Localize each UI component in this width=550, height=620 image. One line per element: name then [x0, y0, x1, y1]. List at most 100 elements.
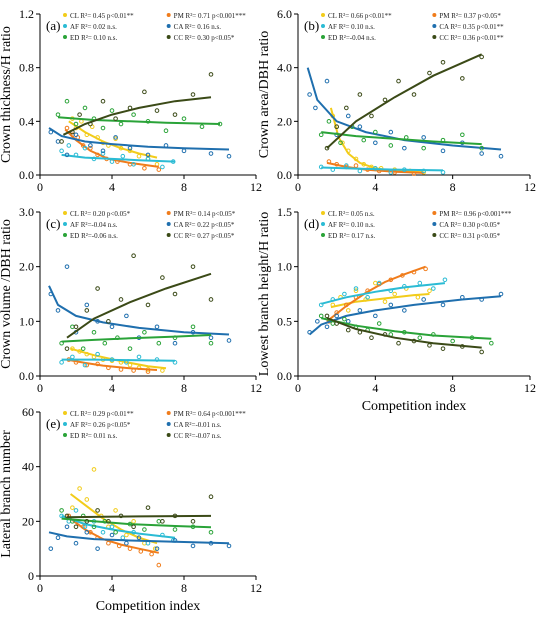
- legend-entry: PM R²= 0.37 p<0.05*: [439, 12, 501, 20]
- series-AF: [59, 143, 176, 170]
- legend-marker: [432, 35, 437, 39]
- data-point: [66, 143, 72, 148]
- series-PM: [66, 513, 162, 568]
- x-tick-label: 12: [524, 180, 536, 194]
- data-point: [154, 324, 160, 330]
- data-point: [55, 139, 61, 144]
- data-point: [156, 562, 162, 568]
- panel-3: 0 4 8 12 0.0 0.5 1.0 1.5 Lowest branch height/H …: [257, 205, 536, 414]
- data-point: [118, 297, 124, 302]
- data-point: [442, 277, 448, 283]
- data-point: [479, 151, 484, 156]
- x-tick-label: 12: [250, 581, 262, 595]
- data-point: [124, 540, 129, 546]
- data-point: [345, 327, 351, 333]
- data-point: [59, 148, 64, 154]
- fit-curve: [326, 317, 482, 349]
- data-point: [388, 170, 394, 175]
- fit-curve: [61, 517, 212, 529]
- legend-entry: ED R²= 0.10 n.s.: [70, 34, 118, 42]
- y-tick-label: 0: [28, 569, 34, 583]
- legend-marker: [321, 211, 325, 215]
- data-point: [156, 167, 162, 172]
- data-point: [345, 308, 351, 313]
- data-point: [100, 529, 106, 535]
- series-AF: [59, 351, 178, 368]
- data-point: [84, 519, 90, 524]
- y-tick-label: 0.5: [277, 314, 292, 328]
- data-point: [479, 349, 484, 355]
- data-point: [417, 335, 423, 341]
- data-point: [91, 467, 97, 472]
- data-point: [154, 546, 160, 551]
- data-point: [313, 105, 318, 111]
- legend-marker: [166, 233, 171, 237]
- data-point: [109, 532, 115, 538]
- data-point: [152, 546, 158, 551]
- data-point: [172, 112, 178, 117]
- x-axis-label: Competition index: [96, 599, 201, 614]
- data-point: [73, 508, 79, 513]
- data-point: [109, 524, 115, 530]
- x-tick-label: 0: [295, 381, 301, 395]
- fit-curve: [61, 358, 176, 362]
- data-point: [88, 143, 93, 148]
- data-point: [172, 527, 178, 532]
- data-point: [357, 92, 363, 97]
- data-point: [208, 151, 214, 156]
- data-point: [324, 313, 330, 319]
- data-point: [82, 362, 88, 368]
- data-point: [55, 535, 61, 541]
- panel-4: 0 4 8 12 0 20 40 60 Lateral branch number Competi…: [0, 405, 262, 614]
- legend-entry: CL R²= 0.66 p<0.01**: [328, 12, 392, 20]
- data-point: [376, 280, 382, 286]
- data-point: [190, 543, 196, 549]
- data-point: [131, 519, 136, 524]
- y-tick-label: 40: [22, 460, 34, 474]
- data-point: [142, 165, 147, 171]
- series-ED: [55, 98, 223, 134]
- data-point: [421, 297, 426, 302]
- data-point: [498, 153, 504, 159]
- data-point: [154, 108, 160, 113]
- data-point: [160, 368, 165, 373]
- data-point: [190, 92, 196, 97]
- legend-marker: [166, 13, 171, 17]
- data-point: [342, 291, 347, 297]
- legend-entry: CL R²= 0.45 p<0.01**: [70, 12, 134, 20]
- data-point: [411, 92, 417, 97]
- data-point: [59, 360, 64, 365]
- legend-entry: ED R²=-0.06 n.s.: [70, 232, 118, 240]
- data-point: [77, 486, 82, 491]
- data-point: [376, 321, 382, 326]
- data-point: [113, 135, 118, 140]
- data-point: [388, 302, 394, 308]
- data-point: [100, 148, 106, 154]
- fit-curve: [326, 53, 483, 149]
- fit-curve: [70, 347, 167, 370]
- legend-marker: [432, 211, 437, 215]
- fit-curve: [66, 515, 160, 554]
- data-point: [402, 308, 407, 313]
- data-point: [373, 140, 378, 146]
- data-point: [226, 153, 232, 159]
- legend-entry: AF R²= 0.10 n.s.: [328, 221, 375, 229]
- data-point: [145, 505, 151, 510]
- y-tick-label: 2.0: [277, 114, 292, 128]
- legend-entry: PM R²= 0.14 p<0.05*: [174, 210, 236, 218]
- data-point: [382, 97, 388, 103]
- x-tick-label: 0: [37, 381, 43, 395]
- data-point: [64, 513, 70, 519]
- data-point: [208, 529, 214, 535]
- series-AF: [318, 163, 446, 175]
- fit-curve: [62, 96, 212, 136]
- fit-curve: [48, 285, 230, 336]
- data-point: [95, 351, 100, 357]
- y-tick-label: 4.0: [277, 61, 292, 75]
- fit-curve: [321, 131, 482, 146]
- legend-marker: [63, 433, 67, 437]
- data-point: [156, 519, 162, 524]
- data-point: [415, 294, 421, 300]
- panel-1: 0 4 8 12 0.0 2.0 4.0 6.0 Crown area/DBH ratio (b)…: [257, 7, 536, 194]
- data-point: [59, 508, 64, 513]
